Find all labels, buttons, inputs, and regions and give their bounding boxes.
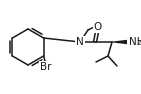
- Polygon shape: [112, 40, 127, 44]
- Text: 2: 2: [136, 40, 141, 46]
- Text: Br: Br: [40, 62, 51, 72]
- Text: NH: NH: [129, 37, 141, 47]
- Text: N: N: [76, 37, 84, 47]
- Text: O: O: [94, 22, 102, 32]
